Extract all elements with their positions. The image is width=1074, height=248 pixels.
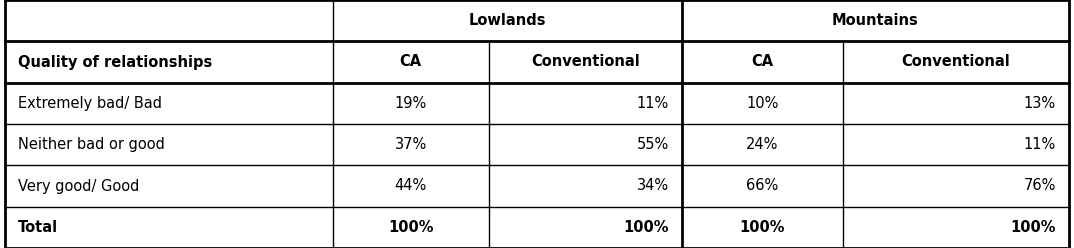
Text: Total: Total: [18, 220, 58, 235]
Text: 34%: 34%: [637, 179, 669, 193]
Text: 19%: 19%: [394, 96, 427, 111]
Text: 100%: 100%: [624, 220, 669, 235]
Text: Mountains: Mountains: [832, 13, 918, 28]
Text: CA: CA: [752, 55, 773, 69]
Text: 44%: 44%: [394, 179, 427, 193]
Text: Neither bad or good: Neither bad or good: [18, 137, 165, 152]
Text: 100%: 100%: [388, 220, 434, 235]
Text: Quality of relationships: Quality of relationships: [18, 55, 213, 69]
Text: Extremely bad/ Bad: Extremely bad/ Bad: [18, 96, 162, 111]
Text: CA: CA: [400, 55, 422, 69]
Text: 100%: 100%: [1011, 220, 1056, 235]
Text: Very good/ Good: Very good/ Good: [18, 179, 140, 193]
Text: 13%: 13%: [1024, 96, 1056, 111]
Text: 55%: 55%: [637, 137, 669, 152]
Text: 24%: 24%: [746, 137, 779, 152]
Text: Conventional: Conventional: [901, 55, 1011, 69]
Text: 11%: 11%: [1024, 137, 1056, 152]
Text: Lowlands: Lowlands: [468, 13, 547, 28]
Text: 11%: 11%: [637, 96, 669, 111]
Text: 66%: 66%: [746, 179, 779, 193]
Text: 10%: 10%: [746, 96, 779, 111]
Text: Conventional: Conventional: [531, 55, 640, 69]
Text: 76%: 76%: [1024, 179, 1056, 193]
Text: 100%: 100%: [740, 220, 785, 235]
Text: 37%: 37%: [394, 137, 427, 152]
